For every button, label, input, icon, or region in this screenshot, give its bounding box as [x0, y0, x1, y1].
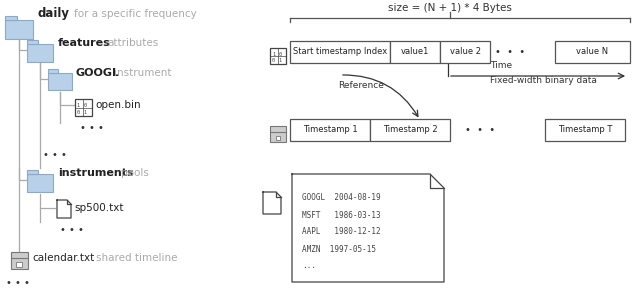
Text: Time: Time	[490, 61, 512, 70]
Text: daily: daily	[38, 7, 70, 20]
FancyBboxPatch shape	[390, 41, 440, 63]
Polygon shape	[57, 200, 71, 218]
Text: Reference: Reference	[338, 80, 384, 89]
Text: 1: 1	[272, 52, 275, 57]
FancyBboxPatch shape	[290, 119, 370, 141]
Text: GOOGL: GOOGL	[76, 68, 120, 78]
Text: 1: 1	[83, 110, 86, 115]
Text: 0: 0	[77, 110, 80, 115]
FancyBboxPatch shape	[27, 170, 38, 174]
FancyBboxPatch shape	[270, 48, 286, 64]
Text: Timestamp 1: Timestamp 1	[303, 126, 357, 135]
Text: 1: 1	[77, 103, 80, 108]
Text: shared timeline: shared timeline	[96, 253, 177, 263]
Text: Timestamp T: Timestamp T	[558, 126, 612, 135]
Text: attributes: attributes	[107, 38, 158, 48]
Text: • • •: • • •	[80, 123, 104, 133]
Text: AAPL   1980-12-12: AAPL 1980-12-12	[302, 228, 381, 236]
Text: • • •: • • •	[60, 225, 84, 235]
FancyBboxPatch shape	[27, 44, 53, 62]
FancyBboxPatch shape	[5, 20, 33, 39]
Text: 0: 0	[278, 52, 282, 57]
Text: value1: value1	[401, 48, 429, 56]
Text: GOOGL  2004-08-19: GOOGL 2004-08-19	[302, 194, 381, 203]
Text: 1: 1	[278, 58, 282, 63]
FancyBboxPatch shape	[555, 41, 630, 63]
FancyBboxPatch shape	[290, 41, 390, 63]
Text: value 2: value 2	[449, 48, 481, 56]
Text: pools: pools	[121, 168, 149, 178]
Text: Fixed-width binary data: Fixed-width binary data	[490, 76, 597, 85]
FancyBboxPatch shape	[370, 119, 450, 141]
Text: ...: ...	[302, 261, 316, 271]
Text: Timestamp 2: Timestamp 2	[383, 126, 437, 135]
FancyBboxPatch shape	[74, 99, 92, 116]
Text: sp500.txt: sp500.txt	[74, 203, 124, 213]
FancyBboxPatch shape	[10, 252, 28, 269]
FancyBboxPatch shape	[17, 262, 22, 267]
Text: open.bin: open.bin	[95, 100, 141, 110]
Text: •  •  •: • • •	[495, 47, 525, 57]
Text: value N: value N	[576, 48, 608, 56]
Text: • • •: • • •	[6, 278, 30, 288]
Text: features: features	[58, 38, 111, 48]
Polygon shape	[292, 174, 444, 282]
Text: for a specific frequency: for a specific frequency	[74, 9, 196, 19]
FancyBboxPatch shape	[270, 126, 286, 142]
Text: 0: 0	[272, 58, 275, 63]
FancyBboxPatch shape	[27, 40, 38, 44]
FancyBboxPatch shape	[5, 16, 17, 20]
Text: AMZN  1997-05-15: AMZN 1997-05-15	[302, 244, 376, 254]
FancyBboxPatch shape	[545, 119, 625, 141]
FancyBboxPatch shape	[48, 69, 58, 73]
Text: instrument: instrument	[114, 68, 172, 78]
Polygon shape	[263, 192, 281, 214]
Text: size = (N + 1) * 4 Bytes: size = (N + 1) * 4 Bytes	[388, 3, 512, 13]
FancyBboxPatch shape	[440, 41, 490, 63]
FancyBboxPatch shape	[276, 136, 280, 140]
FancyBboxPatch shape	[27, 174, 53, 192]
Text: •  •  •: • • •	[465, 125, 495, 135]
Text: calendar.txt: calendar.txt	[32, 253, 94, 263]
Text: MSFT   1986-03-13: MSFT 1986-03-13	[302, 211, 381, 219]
FancyBboxPatch shape	[48, 73, 72, 90]
Text: Start timestamp Index: Start timestamp Index	[293, 48, 387, 56]
Text: • • •: • • •	[43, 150, 67, 160]
Text: 0: 0	[83, 103, 86, 108]
Text: instruments: instruments	[58, 168, 134, 178]
